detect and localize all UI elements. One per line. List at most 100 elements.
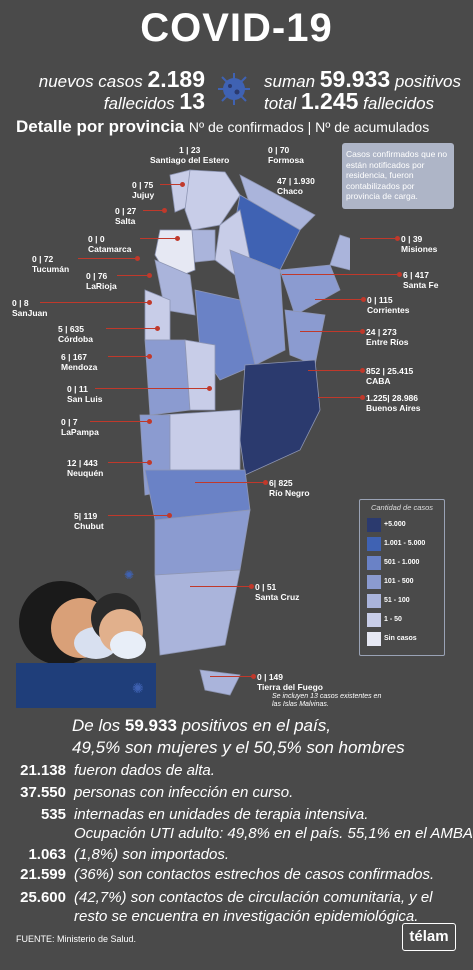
- map-corrientes: [279, 264, 341, 316]
- total-deaths-value: 1.245: [300, 88, 359, 114]
- leader-line: [108, 356, 150, 357]
- sum-line: suman 59.933 positivos: [264, 66, 461, 93]
- leader-line: [315, 299, 364, 300]
- legend-item: 501 - 1.000: [367, 556, 437, 570]
- leader-line: [40, 302, 150, 303]
- legend-item: 1 - 50: [367, 613, 437, 627]
- province-name: San Luis: [67, 394, 103, 404]
- stat-text: personas con infección en curso.: [74, 784, 294, 801]
- province-name: Santiago del Estero: [150, 155, 230, 165]
- province-label: 6| 825 Río Negro: [269, 478, 310, 498]
- leader-line: [117, 275, 150, 276]
- map-la-pampa: [159, 409, 241, 471]
- province-name: Río Negro: [269, 488, 310, 498]
- leader-line: [190, 586, 252, 587]
- summary-positives: 59.933: [124, 716, 177, 735]
- province-name: SanJuan: [12, 308, 48, 318]
- leader-line: [318, 397, 363, 398]
- province-label: 0 | 72 Tucumán: [32, 254, 69, 274]
- argentina-map: [139, 169, 350, 696]
- province-value: 0 | 51: [255, 582, 277, 592]
- leader-line: [360, 238, 398, 239]
- province-label: 12 | 443 Neuquén: [67, 458, 103, 478]
- leader-line: [95, 388, 210, 389]
- masked-people-illustration: [16, 581, 156, 708]
- legend-label: 1 - 50: [384, 616, 402, 623]
- leader-line: [282, 274, 400, 275]
- map-santa-fe: [229, 249, 286, 366]
- legend-item: 101 - 500: [367, 575, 437, 589]
- province-name: Formosa: [268, 155, 304, 165]
- province-label: 24 | 273 Entre Ríos: [366, 327, 409, 347]
- leader-line: [106, 328, 158, 329]
- total-deaths-label: fallecidos: [363, 94, 435, 113]
- note-box: Casos confirmados que no están notificad…: [342, 143, 454, 209]
- leader-line: [108, 515, 170, 516]
- leader-dot: [263, 480, 268, 485]
- map-tucuman: [191, 229, 216, 263]
- province-value: 0 | 149: [257, 672, 284, 682]
- province-label: 0 | 8 SanJuan: [12, 298, 47, 318]
- province-value: 852 | 25.415: [366, 366, 414, 376]
- province-label: 1.225| 28.986 Buenos Aires: [366, 393, 420, 413]
- province-label: 5 | 635 Córdoba: [58, 324, 93, 344]
- leader-dot: [147, 300, 152, 305]
- leader-line: [90, 421, 150, 422]
- province-value: 0 | 39: [401, 234, 423, 244]
- province-label: 0 | 149 Tierra del Fuego: [257, 672, 323, 692]
- leader-dot: [360, 329, 365, 334]
- province-label: 5| 119 Chubut: [74, 511, 104, 531]
- deaths-line: fallecidos 13: [104, 88, 205, 115]
- tdf-note: Se incluyen 13 casos existentes en las I…: [272, 693, 382, 708]
- province-name: Buenos Aires: [366, 403, 421, 413]
- legend-item: +5.000: [367, 518, 437, 532]
- leader-dot: [395, 236, 400, 241]
- deaths-value: 13: [179, 88, 205, 114]
- province-name: Salta: [115, 216, 136, 226]
- map-tierra-del-fuego: [199, 669, 241, 696]
- province-value: 6 | 167: [61, 352, 88, 362]
- summary-text-3: son mujeres y el: [124, 738, 249, 757]
- legend-label: 1.001 - 5.000: [384, 540, 426, 547]
- province-label: 1 | 23 Santiago del Estero: [150, 145, 229, 165]
- province-label: 0 | 51 Santa Cruz: [255, 582, 299, 602]
- province-label: 0 | 11 San Luis: [67, 384, 102, 404]
- province-value: 0 | 27: [115, 206, 137, 216]
- legend-item: 51 - 100: [367, 594, 437, 608]
- sum-value: 59.933: [319, 66, 391, 92]
- stat-number: 1.063: [28, 846, 66, 863]
- leader-dot: [207, 386, 212, 391]
- legend-label: 101 - 500: [384, 578, 414, 585]
- map-buenos-aires: [239, 359, 321, 476]
- leader-line: [78, 258, 138, 259]
- subtitle: Detalle por provincia Nº de confirmados …: [16, 117, 429, 137]
- leader-dot: [167, 513, 172, 518]
- leader-line: [300, 331, 363, 332]
- legend: Cantidad de casos +5.000 1.001 - 5.000 501…: [359, 499, 445, 656]
- leader-line: [308, 370, 363, 371]
- deaths-label: fallecidos: [103, 94, 175, 113]
- stat-number: 25.600: [20, 889, 66, 906]
- province-name: Mendoza: [61, 362, 98, 372]
- province-value: 6| 825: [269, 478, 293, 488]
- province-value: 0 | 76: [86, 271, 108, 281]
- sum-label: suman: [264, 72, 316, 91]
- leader-dot: [147, 273, 152, 278]
- leader-line: [140, 238, 178, 239]
- new-cases-line: nuevos casos 2.189: [39, 66, 205, 93]
- map-san-luis: [184, 339, 216, 411]
- stat-number: 535: [40, 806, 66, 823]
- legend-swatch: [367, 575, 381, 589]
- province-name: LaRioja: [86, 281, 117, 291]
- province-value: 24 | 273: [366, 327, 397, 337]
- province-label: 852 | 25.415 CABA: [366, 366, 413, 386]
- summary-text: De los: [72, 716, 121, 735]
- legend-item: 1.001 - 5.000: [367, 537, 437, 551]
- province-value: 0 | 0: [88, 234, 105, 244]
- province-value: 47 | 1.930: [277, 176, 315, 186]
- leader-line: [108, 462, 150, 463]
- legend-swatch: [367, 556, 381, 570]
- province-value: 0 | 8: [12, 298, 29, 308]
- leader-dot: [147, 354, 152, 359]
- leader-dot: [251, 674, 256, 679]
